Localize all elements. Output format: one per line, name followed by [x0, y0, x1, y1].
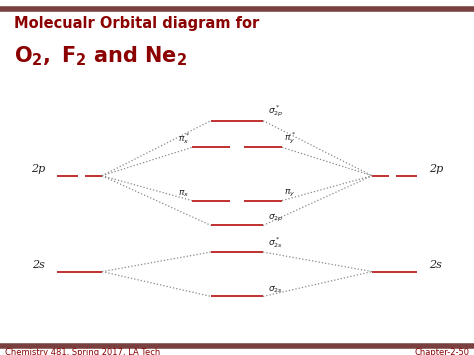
Text: $\pi_x^*$: $\pi_x^*$	[178, 131, 190, 146]
Text: $\sigma_{2s}^*$: $\sigma_{2s}^*$	[268, 235, 283, 250]
Text: 2p: 2p	[429, 164, 443, 174]
Text: 2s: 2s	[32, 260, 45, 270]
Text: Chemistry 481, Spring 2017, LA Tech: Chemistry 481, Spring 2017, LA Tech	[5, 348, 160, 355]
Text: Chapter-2-50: Chapter-2-50	[414, 348, 469, 355]
Text: $\pi_y^*$: $\pi_y^*$	[284, 130, 296, 146]
Text: 2s: 2s	[429, 260, 442, 270]
Text: $\sigma_{2p}^*$: $\sigma_{2p}^*$	[268, 103, 283, 119]
Text: $\mathbf{O_2}$$\mathbf{,\ F_2\ and\ Ne_2}$: $\mathbf{O_2}$$\mathbf{,\ F_2\ and\ Ne_2…	[14, 44, 187, 68]
Text: $\sigma_{2p}$: $\sigma_{2p}$	[268, 213, 283, 224]
Text: $\sigma_{2s}$: $\sigma_{2s}$	[268, 284, 283, 295]
Text: Molecualr Orbital diagram for: Molecualr Orbital diagram for	[14, 16, 259, 31]
Text: 2p: 2p	[31, 164, 45, 174]
Text: $\pi_x$: $\pi_x$	[178, 188, 190, 199]
Text: $\pi_y$: $\pi_y$	[284, 188, 296, 199]
